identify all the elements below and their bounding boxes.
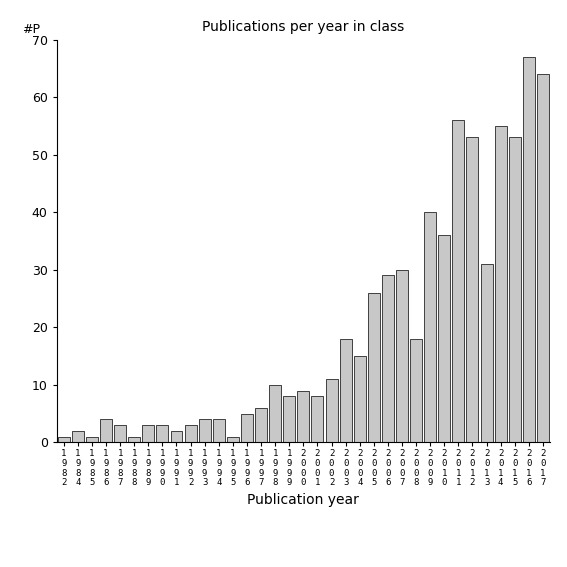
Bar bbox=[269, 385, 281, 442]
Bar bbox=[156, 425, 168, 442]
Bar bbox=[241, 413, 253, 442]
Bar bbox=[114, 425, 126, 442]
Bar bbox=[424, 212, 436, 442]
Bar bbox=[452, 120, 464, 442]
Bar bbox=[311, 396, 323, 442]
Bar bbox=[284, 396, 295, 442]
Text: #P: #P bbox=[22, 23, 40, 36]
Bar bbox=[537, 74, 549, 442]
Bar bbox=[438, 235, 450, 442]
Bar bbox=[100, 419, 112, 442]
Bar bbox=[58, 437, 70, 442]
Bar bbox=[494, 126, 507, 442]
Bar bbox=[481, 264, 493, 442]
Bar bbox=[354, 356, 366, 442]
X-axis label: Publication year: Publication year bbox=[247, 493, 359, 507]
Bar bbox=[213, 419, 225, 442]
Bar bbox=[410, 338, 422, 442]
Bar bbox=[86, 437, 98, 442]
Bar bbox=[227, 437, 239, 442]
Bar bbox=[198, 419, 211, 442]
Bar bbox=[368, 293, 380, 442]
Bar bbox=[142, 425, 154, 442]
Bar bbox=[255, 408, 267, 442]
Bar bbox=[297, 391, 310, 442]
Bar bbox=[128, 437, 140, 442]
Bar bbox=[523, 57, 535, 442]
Bar bbox=[467, 137, 479, 442]
Bar bbox=[396, 270, 408, 442]
Bar bbox=[72, 431, 84, 442]
Bar bbox=[185, 425, 197, 442]
Bar bbox=[340, 338, 352, 442]
Title: Publications per year in class: Publications per year in class bbox=[202, 20, 404, 35]
Bar bbox=[171, 431, 183, 442]
Bar bbox=[325, 379, 337, 442]
Bar bbox=[382, 276, 394, 442]
Bar bbox=[509, 137, 521, 442]
